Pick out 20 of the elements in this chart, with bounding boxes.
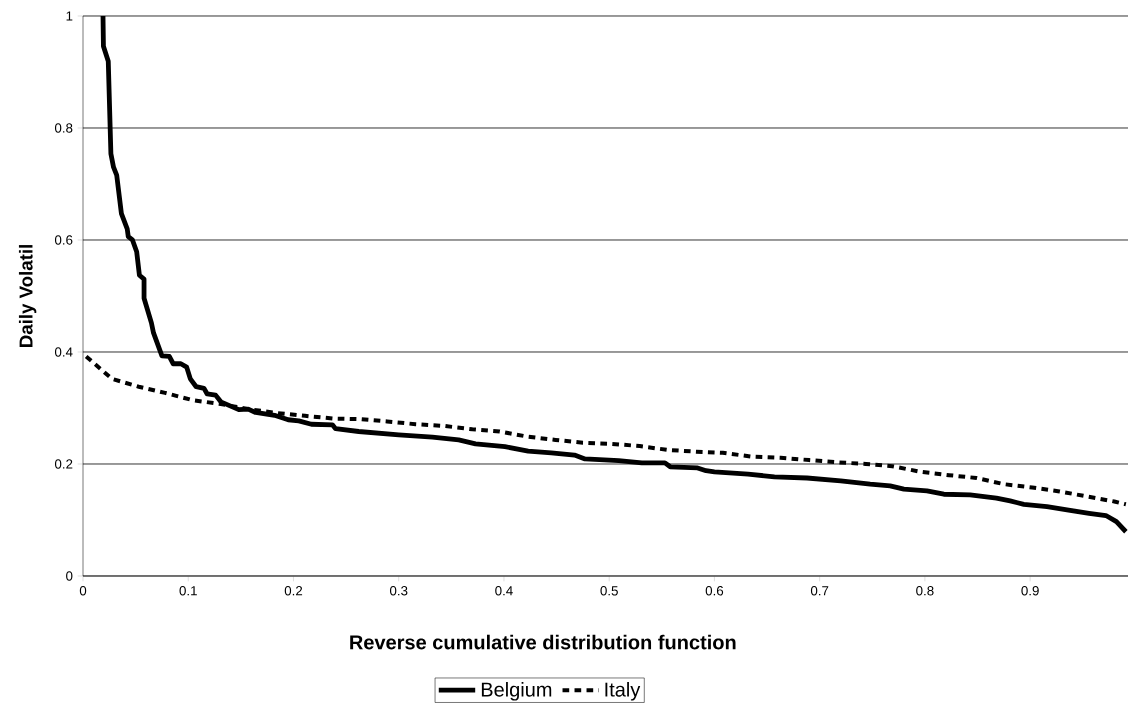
x-tick-label: 0 (79, 586, 87, 596)
legend-label: Italy (605, 681, 641, 701)
x-tick-label: 0.9 (1021, 586, 1039, 596)
y-tick-label: 0.4 (54, 347, 73, 357)
y-axis-title: Daily Volatil (18, 245, 37, 347)
x-tick-label: 0.8 (916, 586, 934, 596)
legend-label: Belgium (481, 681, 552, 701)
x-tick-label: 0.1 (179, 586, 197, 596)
x-axis-title: Reverse cumulative distribution function (350, 634, 736, 650)
y-tick-label: 0.6 (54, 235, 73, 245)
y-tick-label: 1 (66, 11, 73, 21)
x-tick-label: 0.7 (810, 586, 829, 596)
y-tick-label: 0.8 (54, 123, 73, 133)
x-tick-label: 0.6 (705, 586, 724, 596)
x-tick-label: 0.4 (495, 586, 513, 596)
x-tick-label: 0.2 (284, 586, 303, 596)
y-tick-label: 0.2 (54, 459, 73, 469)
x-tick-label: 0.3 (389, 586, 408, 596)
x-tick-label: 0.5 (600, 586, 618, 596)
y-tick-label: 0 (66, 571, 73, 581)
